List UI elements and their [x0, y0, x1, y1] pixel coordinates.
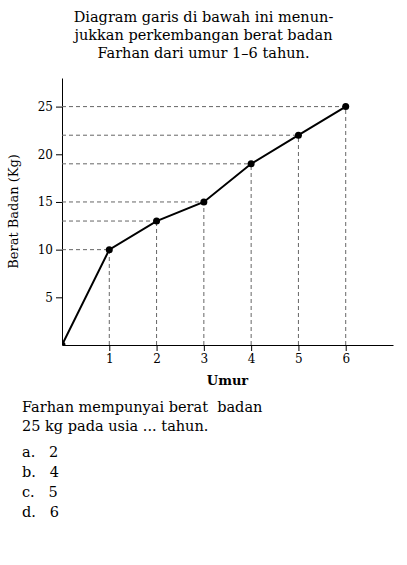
- guide-line: [156, 221, 157, 345]
- x-tick-mark: [109, 345, 110, 351]
- x-tick-mark: [204, 345, 205, 351]
- y-tick-label: 5: [45, 291, 53, 305]
- point: [200, 198, 207, 205]
- y-tick-mark: [56, 202, 62, 203]
- y-tick: 10: [38, 243, 62, 257]
- x-tick: 1: [106, 345, 114, 366]
- title: Diagram garis di bawah ini menun-jukkan …: [72, 9, 333, 61]
- x-tick-mark: [346, 345, 347, 351]
- x-tick: 5: [295, 345, 303, 366]
- chart: Diagram garis di bawah ini menun-jukkan …: [0, 0, 407, 565]
- x-axis-line: [63, 345, 394, 346]
- point: [248, 160, 255, 167]
- point: [295, 132, 302, 139]
- guide-line: [62, 221, 157, 222]
- x-axis-title: Umur: [207, 373, 249, 388]
- guide-line: [203, 202, 204, 345]
- marks: [62, 103, 349, 345]
- plot: 1 2 3 4 5 6 5 10 15 20 25: [38, 79, 394, 366]
- x-tick-label: 1: [106, 352, 114, 366]
- x-tick: 4: [248, 345, 256, 366]
- guide-line: [109, 250, 110, 345]
- guide-line: [62, 249, 109, 250]
- y-tick-label: 20: [38, 148, 53, 162]
- guide-line: [251, 164, 252, 345]
- y-tick: 25: [38, 100, 62, 114]
- question: Farhan mempunyai berat badan 25 kg pada u…: [22, 399, 262, 520]
- option: d. 6: [22, 504, 59, 520]
- point: [62, 342, 66, 346]
- question-line: Farhan mempunyai berat badan: [22, 399, 262, 415]
- title-line: Farhan dari umur 1–6 tahun.: [97, 45, 309, 61]
- x-tick-label: 3: [201, 352, 209, 366]
- x-tick-mark: [251, 345, 252, 351]
- line: [62, 107, 346, 345]
- x-tick-mark: [157, 345, 158, 351]
- y-tick-label: 10: [38, 243, 53, 257]
- point: [153, 218, 160, 225]
- guide-line: [62, 201, 204, 202]
- y-tick: 15: [38, 195, 62, 209]
- question-line: 25 kg pada usia ... tahun.: [22, 418, 208, 434]
- option: b. 4: [22, 464, 59, 480]
- guide-line: [62, 135, 298, 136]
- y-axis: 5 10 15 20 25: [38, 79, 63, 346]
- y-tick-label: 25: [38, 100, 53, 114]
- y-tick-mark: [56, 250, 62, 251]
- x-tick-label: 2: [153, 352, 161, 366]
- option: c. 5: [22, 484, 58, 500]
- guide-line: [345, 107, 346, 345]
- point: [342, 103, 349, 110]
- y-tick-label: 15: [38, 195, 53, 209]
- x-tick: 2: [153, 345, 161, 366]
- y-axis-title: Berat Badan (Kg): [6, 154, 21, 269]
- y-tick-mark: [56, 107, 62, 108]
- guide-line: [62, 106, 346, 107]
- title-line: Diagram garis di bawah ini menun-: [74, 9, 334, 25]
- y-axis-line: [62, 79, 63, 346]
- option: a. 2: [22, 444, 58, 460]
- x-tick-mark: [298, 345, 299, 351]
- y-tick-mark: [56, 154, 62, 155]
- title-line: jukkan perkembangan berat badan: [72, 27, 332, 43]
- y-tick: 5: [45, 291, 62, 305]
- x-tick-label: 4: [248, 352, 256, 366]
- y-tick-mark: [56, 297, 62, 298]
- guide-line: [62, 163, 251, 164]
- x-axis: 1 2 3 4 5 6: [63, 345, 394, 366]
- guide-line: [298, 135, 299, 345]
- x-tick: 6: [342, 345, 350, 366]
- x-tick-label: 5: [295, 352, 303, 366]
- point: [106, 246, 113, 253]
- x-tick: 3: [201, 345, 209, 366]
- x-tick-label: 6: [342, 352, 350, 366]
- y-tick: 20: [38, 148, 62, 162]
